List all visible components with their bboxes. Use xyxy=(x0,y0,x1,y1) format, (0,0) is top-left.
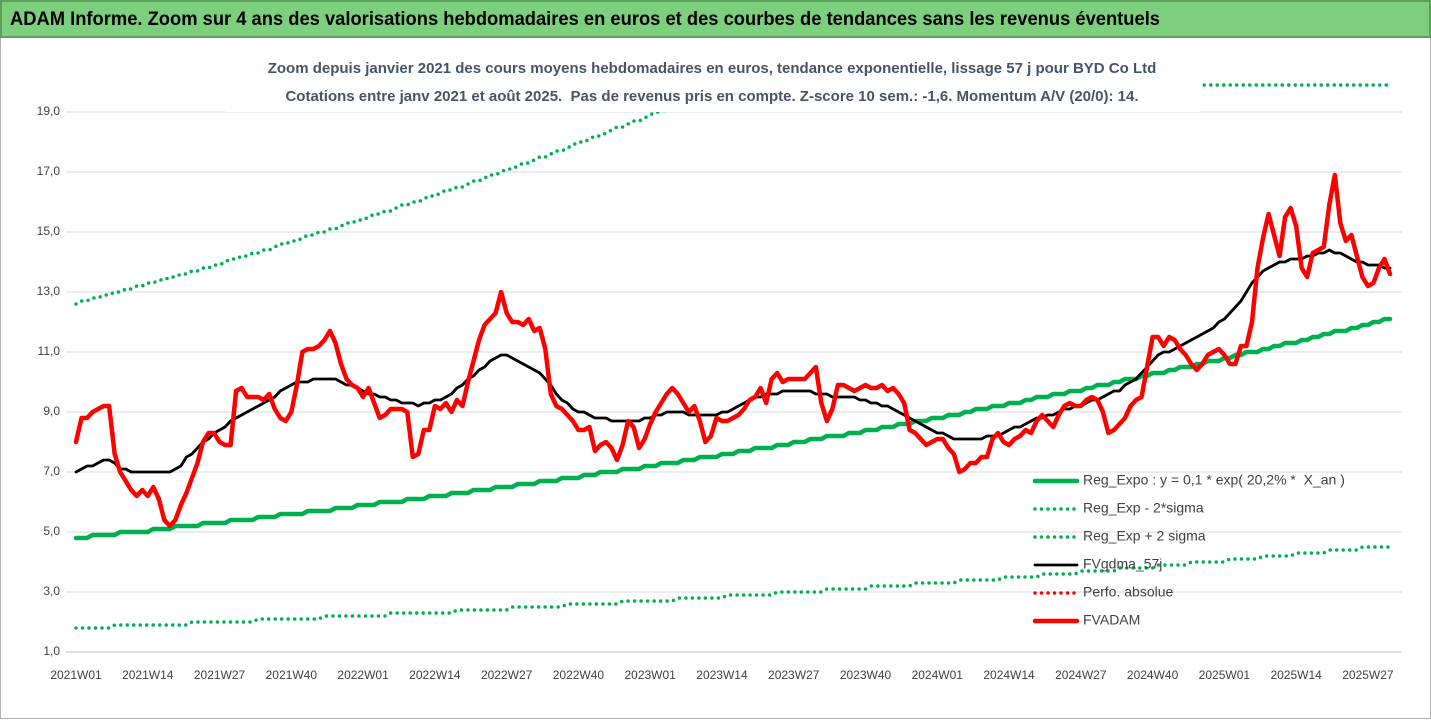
y-tick-label: 3,0 xyxy=(43,584,60,598)
y-tick-label: 13,0 xyxy=(37,284,61,298)
x-tick-label: 2022W01 xyxy=(337,668,389,682)
series-line xyxy=(73,316,1393,541)
x-tick-label: 2021W14 xyxy=(122,668,174,682)
legend-label: FVADAM xyxy=(1083,612,1140,628)
y-tick-label: 9,0 xyxy=(43,404,60,418)
legend-label: Reg_Expo : y = 0,1 * exp( 20,2% * X_an ) xyxy=(1083,472,1345,488)
x-tick-label: 2021W01 xyxy=(50,668,102,682)
chart-subtitle: Cotations entre janv 2021 et août 2025. … xyxy=(285,88,1138,105)
legend-label: Perfo. absolue xyxy=(1083,584,1173,600)
y-tick-label: 1,0 xyxy=(43,644,60,658)
plot-area: 1,0 3,0 5,0 7,0 9,0 11,0 13,0 15,0 17,0 19,0 2021W… xyxy=(37,83,1402,682)
x-tick-label: 2024W27 xyxy=(1055,668,1107,682)
legend: Reg_Expo : y = 0,1 * exp( 20,2% * X_an )… xyxy=(1032,472,1345,628)
x-tick-label: 2023W40 xyxy=(840,668,892,682)
x-tick-label: 2024W40 xyxy=(1127,668,1179,682)
series-line xyxy=(74,545,1392,630)
x-tick-label: 2023W01 xyxy=(624,668,676,682)
legend-label: FVgdma_57j xyxy=(1083,556,1162,572)
x-tick-label: 2025W01 xyxy=(1199,668,1251,682)
legend-label: Reg_Exp + 2 sigma xyxy=(1083,528,1206,544)
legend-label: Reg_Exp - 2*sigma xyxy=(1083,500,1204,516)
title-box xyxy=(225,52,1200,112)
x-tick-label: 2025W14 xyxy=(1270,668,1322,682)
x-tick-label: 2022W40 xyxy=(553,668,605,682)
series-line xyxy=(73,172,1393,529)
y-tick-label: 11,0 xyxy=(38,344,61,358)
x-tick-label: 2024W01 xyxy=(912,668,964,682)
series-line xyxy=(74,83,1392,306)
chart-title: Zoom depuis janvier 2021 des cours moyen… xyxy=(268,60,1157,77)
y-tick-label: 19,0 xyxy=(37,104,61,118)
y-tick-label: 17,0 xyxy=(37,164,61,178)
page-title: ADAM Informe. Zoom sur 4 ans des valoris… xyxy=(10,9,1160,30)
header-bar xyxy=(0,0,1431,38)
x-tick-label: 2025W27 xyxy=(1342,668,1394,682)
x-tick-label: 2021W27 xyxy=(194,668,246,682)
x-tick-label: 2021W40 xyxy=(266,668,318,682)
x-tick-label: 2022W27 xyxy=(481,668,533,682)
x-tick-label: 2023W27 xyxy=(768,668,820,682)
y-tick-label: 5,0 xyxy=(43,524,60,538)
x-tick-label: 2024W14 xyxy=(983,668,1035,682)
y-tick-label: 15,0 xyxy=(37,224,61,238)
y-tick-label: 7,0 xyxy=(43,464,60,478)
x-tick-label: 2023W14 xyxy=(696,668,748,682)
x-tick-label: 2022W14 xyxy=(409,668,461,682)
